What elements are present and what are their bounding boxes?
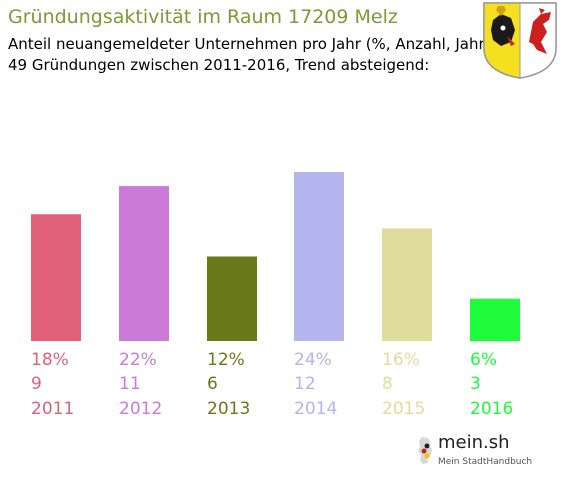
year-label: 2015 bbox=[382, 399, 425, 419]
coat-of-arms-icon bbox=[483, 2, 557, 79]
percent-label: 22% bbox=[119, 350, 157, 370]
year-label: 2012 bbox=[119, 399, 162, 419]
percent-label: 24% bbox=[294, 350, 332, 370]
count-label: 8 bbox=[382, 374, 393, 394]
count-label: 9 bbox=[31, 374, 42, 394]
count-label: 3 bbox=[470, 374, 481, 394]
percent-label: 16% bbox=[382, 350, 420, 370]
bar-2013 bbox=[207, 256, 257, 341]
germany-map-pin-icon bbox=[418, 437, 432, 464]
bar-2012 bbox=[119, 186, 169, 341]
logo-name: mein.sh bbox=[438, 432, 510, 453]
chart-summary: 49 Gründungen zwischen 2011-2016, Trend … bbox=[8, 56, 430, 74]
year-label: 2014 bbox=[294, 399, 337, 419]
count-label: 6 bbox=[207, 374, 218, 394]
percent-label: 12% bbox=[207, 350, 245, 370]
count-label: 12 bbox=[294, 374, 316, 394]
bar-2015 bbox=[382, 228, 432, 341]
percent-label: 18% bbox=[31, 350, 69, 370]
count-label: 11 bbox=[119, 374, 141, 394]
year-label: 2013 bbox=[207, 399, 250, 419]
logo-tagline: Mein StadtHandbuch bbox=[438, 457, 533, 467]
chart-subtitle: Anteil neuangemeldeter Unternehmen pro J… bbox=[8, 35, 491, 53]
year-label: 2016 bbox=[470, 399, 513, 419]
year-label: 2011 bbox=[31, 399, 74, 419]
bar-2011 bbox=[31, 214, 81, 341]
mein-sh-logo: mein.sh Mein StadtHandbuch bbox=[416, 432, 536, 474]
percent-label: 6% bbox=[470, 350, 497, 370]
bar-2014 bbox=[294, 172, 344, 341]
chart-title: Gründungsaktivität im Raum 17209 Melz bbox=[8, 6, 398, 28]
bar-2016 bbox=[470, 298, 520, 341]
